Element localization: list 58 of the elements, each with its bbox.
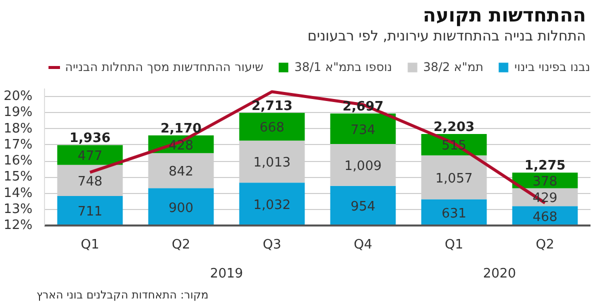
data-label: 378: [532, 174, 558, 190]
bar: [330, 144, 396, 186]
y-tick-label: 12%: [4, 218, 33, 233]
total-label: 2,170: [160, 121, 202, 136]
data-label: 748: [78, 174, 102, 190]
text: 2019: [210, 266, 244, 282]
y-tick-label: 17%: [4, 137, 33, 152]
y-tick-label: 13%: [4, 202, 33, 217]
total-label: 2,713: [251, 98, 293, 114]
bar: [239, 140, 305, 183]
bar: [57, 145, 123, 165]
data-label: 734: [350, 122, 376, 138]
legend-label: נבנו בפינוי בינוי: [514, 60, 590, 74]
text: מקור: התאחדות הקבלנים בוני הארץ: [36, 288, 209, 302]
bar: [330, 186, 396, 226]
data-label: 711: [78, 204, 102, 220]
data-label: 1,013: [253, 156, 291, 171]
bar: [148, 153, 214, 188]
chart-title: ההתחדשות תקועה: [422, 4, 586, 26]
data-label: 842: [168, 164, 194, 180]
chart-subtitle: התחלות בנייה בהתחדשות עירונית, לפי רבעונים: [308, 28, 586, 44]
y-tick-label: 20%: [4, 89, 33, 104]
bar: [330, 114, 396, 144]
x-tick-label: Q1: [444, 238, 464, 252]
bar: [239, 182, 305, 226]
y-tick-label: 14%: [4, 186, 33, 201]
data-label: 428: [168, 138, 194, 154]
data-label: 954: [350, 200, 376, 215]
total-label: 1,936: [69, 131, 111, 146]
data-label: 477: [78, 149, 102, 164]
y-tick-label: 19%: [4, 105, 33, 120]
total-label: 1,275: [524, 158, 566, 174]
bar: [148, 188, 214, 226]
x-tick-label: Q2: [172, 238, 190, 252]
data-label: 1,009: [344, 158, 382, 174]
data-label: 1,032: [253, 198, 291, 214]
legend-label: שיעור ההתחדשות מסך התחלות הבנייה: [65, 60, 264, 74]
bar: [239, 112, 305, 141]
y-tick-label: 18%: [4, 121, 33, 136]
text: 2020: [482, 266, 516, 282]
bar: [57, 196, 123, 226]
data-label: 668: [260, 120, 284, 136]
y-tick-label: 16%: [4, 154, 33, 169]
x-tick-label: Q3: [262, 238, 282, 252]
y-tick-label: 15%: [4, 170, 33, 185]
bar: [57, 164, 123, 196]
data-label: 631: [442, 206, 466, 222]
bar: [421, 199, 487, 226]
bar: [421, 155, 487, 200]
total-label: 2,203: [433, 120, 475, 136]
x-tick-label: Q1: [80, 238, 100, 252]
data-label: 1,057: [435, 171, 473, 186]
legend-label: תמ"א 38/2: [423, 60, 484, 74]
x-tick-label: Q4: [354, 238, 372, 252]
data-label: 468: [532, 210, 558, 225]
legend-label: נוספו בתמ"א 38/1: [294, 60, 392, 74]
data-label: 900: [168, 200, 194, 216]
x-tick-label: Q2: [536, 238, 554, 252]
